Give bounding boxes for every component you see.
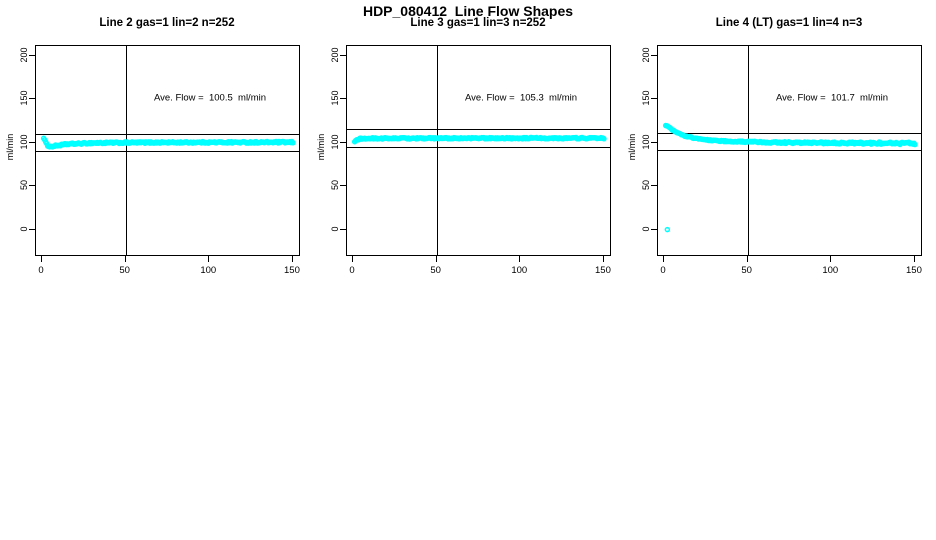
data-point (664, 226, 671, 233)
y-tick (340, 185, 346, 187)
x-tick (519, 256, 521, 262)
x-tick-label: 100 (511, 265, 528, 276)
x-tick (913, 256, 915, 262)
x50-reference-line (747, 46, 749, 255)
plot-area: Ave. Flow = 105.3 ml/min (346, 45, 611, 256)
y-tick (651, 185, 657, 187)
data-point (601, 136, 607, 142)
scatter-points (40, 135, 296, 150)
y-tick-label: 50 (641, 180, 651, 191)
x-tick-label: 0 (349, 265, 355, 276)
y-tick (651, 228, 657, 230)
y-tick-label: 200 (330, 47, 340, 63)
data-point (912, 141, 918, 148)
figure-title: HDP_080412 Line Flow Shapes (362, 3, 574, 19)
y-tick (29, 98, 35, 100)
lower-limit-line (347, 147, 610, 149)
y-tick-label: 150 (19, 90, 29, 106)
y-tick (29, 141, 35, 143)
x50-reference-line (125, 46, 127, 255)
y-tick (29, 228, 35, 230)
plot-area: Ave. Flow = 100.5 ml/min (35, 45, 300, 256)
y-tick-label: 150 (641, 90, 651, 106)
y-tick-label: 200 (641, 47, 651, 63)
lower-limit-line (658, 150, 921, 152)
y-tick (340, 55, 346, 56)
data-point (290, 140, 296, 146)
x-tick-label: 150 (906, 265, 922, 276)
x-tick (830, 256, 832, 262)
y-axis-label: ml/min (5, 133, 15, 161)
scatter-points (662, 122, 918, 233)
y-tick (340, 141, 346, 143)
x-tick-label: 50 (741, 265, 752, 276)
upper-limit-line (36, 133, 299, 135)
x-tick-label: 50 (430, 265, 441, 276)
y-tick-label: 0 (19, 226, 29, 232)
panel-title: Line 2 gas=1 lin=2 n=252 (99, 17, 235, 29)
y-tick-label: 50 (330, 180, 340, 191)
y-tick (651, 98, 657, 100)
y-tick (340, 98, 346, 100)
y-tick-label: 100 (19, 134, 29, 150)
y-tick-label: 100 (641, 134, 651, 150)
upper-limit-line (658, 132, 921, 134)
ave-flow-annotation: Ave. Flow = 101.7 ml/min (775, 92, 889, 104)
x-tick-label: 0 (38, 265, 44, 276)
x-tick (41, 256, 42, 262)
x-tick-label: 100 (200, 265, 217, 276)
y-tick (651, 55, 657, 56)
panel-line-4-lt: Line 4 (LT) gas=1 lin=4 n=3 ml/min Ave. … (622, 0, 933, 300)
ave-flow-annotation: Ave. Flow = 105.3 ml/min (464, 92, 578, 104)
panel-title: Line 4 (LT) gas=1 lin=4 n=3 (715, 17, 863, 29)
plot-area: Ave. Flow = 101.7 ml/min (657, 45, 922, 256)
y-tick-label: 50 (19, 180, 29, 191)
y-tick-label: 0 (330, 226, 340, 232)
upper-limit-line (347, 129, 610, 131)
x-tick (124, 256, 126, 262)
x-tick (602, 256, 604, 262)
scatter-points (351, 134, 607, 145)
x-tick (663, 256, 664, 262)
x-tick-label: 0 (660, 265, 666, 276)
panel-line-2: Line 2 gas=1 lin=2 n=252 ml/min Ave. Flo… (0, 0, 311, 300)
x-tick (208, 256, 210, 262)
x-tick (352, 256, 353, 262)
lower-limit-line (36, 151, 299, 152)
y-tick (340, 228, 346, 230)
y-tick (651, 141, 657, 143)
panel-line-3: Line 3 gas=1 lin=3 n=252 ml/min Ave. Flo… (311, 0, 622, 300)
x-tick (435, 256, 437, 262)
x-tick-label: 150 (595, 265, 611, 276)
x50-reference-line (436, 46, 438, 255)
ave-flow-annotation: Ave. Flow = 100.5 ml/min (153, 92, 267, 104)
x-tick-label: 100 (822, 265, 839, 276)
y-axis-label: ml/min (627, 133, 637, 161)
y-tick-label: 100 (330, 134, 340, 150)
y-tick-label: 0 (641, 226, 651, 232)
y-axis-label: ml/min (316, 133, 326, 161)
panel-title: Line 3 gas=1 lin=3 n=252 (410, 17, 546, 29)
x-tick-label: 150 (284, 265, 300, 276)
x-tick (746, 256, 748, 262)
x-tick-label: 50 (119, 265, 130, 276)
y-tick (29, 55, 35, 56)
y-tick-label: 150 (330, 90, 340, 106)
x-tick (291, 256, 293, 262)
y-tick (29, 185, 35, 187)
y-tick-label: 200 (19, 47, 29, 63)
